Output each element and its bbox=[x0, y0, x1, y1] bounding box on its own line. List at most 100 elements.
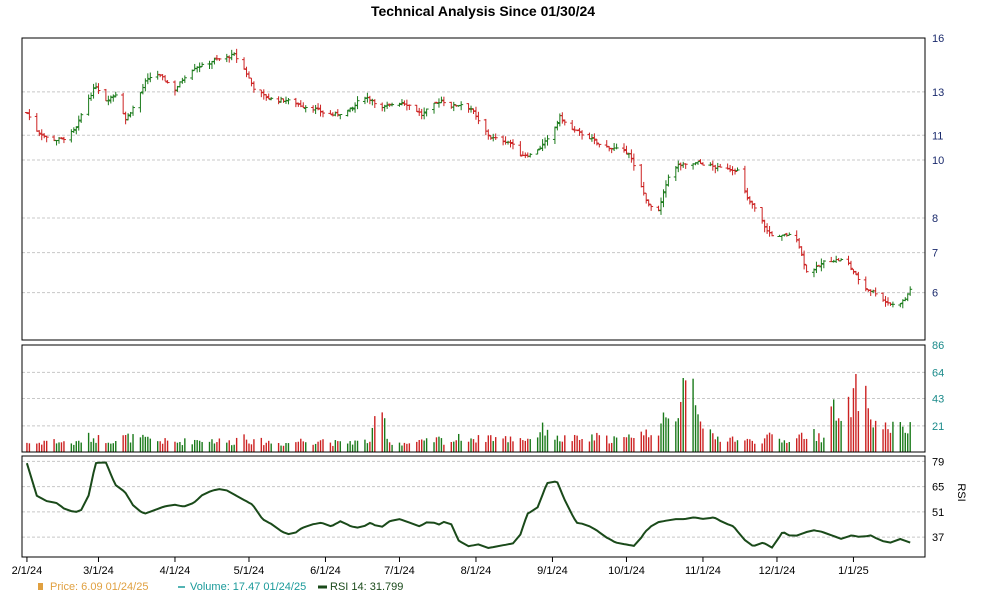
ohlc-bar bbox=[493, 133, 498, 140]
ohlc-bar bbox=[338, 114, 343, 120]
ohlc-bar bbox=[367, 95, 372, 105]
ohlc-bar bbox=[518, 141, 523, 157]
ohlc-bar bbox=[71, 127, 76, 133]
ohlc-bar bbox=[856, 271, 861, 285]
x-tick-label: 5/1/24 bbox=[234, 565, 265, 577]
ohlc-bar bbox=[762, 219, 767, 233]
ohlc-bar bbox=[639, 164, 644, 188]
ohlc-bar bbox=[552, 126, 557, 145]
ohlc-bar bbox=[293, 97, 298, 108]
ohlc-bar bbox=[829, 256, 834, 263]
panel-frame bbox=[21, 344, 926, 453]
ohlc-bar bbox=[908, 286, 913, 296]
ohlc-bar bbox=[74, 126, 79, 135]
ohlc-bar bbox=[91, 83, 96, 99]
ohlc-bar bbox=[698, 159, 703, 164]
ohlc-bar bbox=[646, 199, 651, 207]
ohlc-bar bbox=[853, 270, 858, 276]
ohlc-bar bbox=[666, 174, 671, 187]
ohlc-bar bbox=[402, 100, 407, 106]
volume-tick-label: 86 bbox=[932, 340, 944, 352]
ohlc-bar bbox=[242, 57, 247, 70]
ohlc-bar bbox=[473, 106, 478, 120]
ohlc-bar bbox=[419, 108, 424, 120]
ohlc-bar bbox=[441, 96, 446, 107]
x-axis-labels: 2/1/24 3/1/24 4/1/24 5/1/24 6/1/24 7/1/24 8/1/… bbox=[12, 557, 869, 577]
ohlc-bar bbox=[523, 152, 528, 159]
ohlc-bar bbox=[123, 111, 128, 125]
price-tick-label: 16 bbox=[932, 33, 944, 45]
ohlc-bar bbox=[96, 83, 101, 94]
ohlc-bar bbox=[76, 115, 81, 131]
ohlc-bar bbox=[380, 102, 385, 112]
ohlc-bar bbox=[543, 137, 548, 149]
ohlc-bar bbox=[649, 204, 654, 211]
ohlc-bar bbox=[631, 153, 636, 171]
ohlc-bar bbox=[501, 135, 506, 146]
ohlc-bar bbox=[86, 94, 91, 116]
legend-item: RSI 14: 31.799 bbox=[318, 581, 403, 593]
ohlc-bar bbox=[313, 104, 318, 115]
ohlc-bar bbox=[207, 60, 212, 70]
ohlc-bar bbox=[197, 62, 202, 73]
ohlc-bar bbox=[782, 234, 787, 237]
x-tick-label: 3/1/24 bbox=[83, 565, 114, 577]
ohlc-bar bbox=[750, 200, 755, 209]
volume-grid bbox=[22, 344, 925, 427]
ohlc-bar bbox=[143, 78, 148, 92]
ohlc-bar bbox=[61, 136, 66, 144]
ohlc-bar bbox=[382, 104, 387, 112]
ohlc-bar bbox=[39, 129, 44, 141]
ohlc-bar bbox=[676, 160, 681, 173]
ohlc-bar bbox=[811, 268, 816, 278]
ohlc-bar bbox=[37, 130, 42, 137]
ohlc-bar bbox=[745, 187, 750, 201]
ohlc-bar bbox=[713, 164, 718, 174]
ohlc-bar bbox=[44, 135, 49, 143]
ohlc-bar bbox=[251, 81, 256, 93]
ohlc-bar bbox=[760, 206, 765, 224]
legend-label: Price: 6.09 01/24/25 bbox=[50, 581, 148, 593]
ohlc-bar bbox=[733, 168, 738, 175]
ohlc-bar bbox=[725, 163, 730, 170]
ohlc-bar bbox=[683, 163, 688, 169]
x-tick-label: 1/1/25 bbox=[838, 565, 869, 577]
ohlc-bar bbox=[432, 102, 437, 114]
rsi-axis-label: RSI bbox=[955, 483, 967, 501]
ohlc-bar bbox=[555, 120, 560, 131]
ohlc-bar bbox=[244, 66, 249, 78]
ohlc-bar bbox=[612, 143, 617, 152]
ohlc-bar bbox=[286, 97, 291, 105]
ohlc-bar bbox=[301, 102, 306, 109]
ohlc-bar bbox=[469, 105, 474, 113]
ohlc-bar bbox=[644, 192, 649, 204]
legend-label: RSI 14: 31.799 bbox=[330, 581, 403, 593]
legend: Price: 6.09 01/24/25 Volume: 17.47 01/24/… bbox=[38, 581, 403, 593]
ohlc-bar bbox=[355, 96, 360, 110]
ohlc-bar bbox=[318, 104, 323, 117]
ohlc-bar bbox=[296, 102, 301, 107]
ohlc-bar bbox=[180, 77, 185, 84]
ohlc-bar bbox=[103, 88, 108, 102]
panel-frame bbox=[21, 455, 926, 558]
ohlc-bar bbox=[387, 103, 392, 107]
price-tick-label: 7 bbox=[932, 248, 938, 260]
ohlc-bar bbox=[752, 203, 757, 212]
ohlc-bar bbox=[528, 153, 533, 158]
ohlc-bar bbox=[580, 130, 585, 140]
ohlc-bar bbox=[59, 137, 64, 140]
ohlc-bar bbox=[525, 152, 530, 158]
ohlc-bar bbox=[434, 101, 439, 104]
ohlc-bar bbox=[851, 268, 856, 275]
ohlc-bar bbox=[316, 103, 321, 111]
x-tick-label: 2/1/24 bbox=[12, 565, 43, 577]
ohlc-bar bbox=[663, 180, 668, 198]
ohlc-bar bbox=[577, 127, 582, 136]
ohlc-bar bbox=[89, 92, 94, 101]
ohlc-bar bbox=[486, 129, 491, 140]
rsi-line-group bbox=[25, 461, 911, 550]
ohlc-bar bbox=[629, 149, 634, 163]
ohlc-bar bbox=[266, 93, 271, 100]
